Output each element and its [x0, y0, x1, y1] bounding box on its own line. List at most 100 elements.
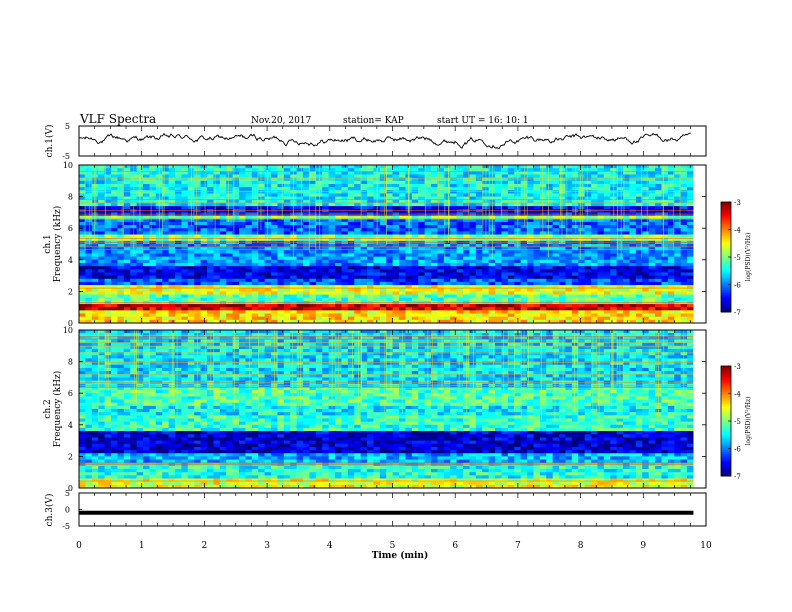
spectrogram-cell: [392, 278, 400, 283]
spectrogram-cell: [559, 307, 566, 311]
spectrogram-cell: [296, 269, 304, 273]
spectrogram-cell: [251, 199, 259, 204]
spectrogram-cell: [559, 199, 566, 204]
spectrogram-cell: [578, 313, 586, 318]
spectrogram-cell: [213, 319, 221, 324]
spectrogram-cell: [539, 256, 547, 261]
spectrogram-cell: [399, 307, 406, 311]
spectrogram-cell: [91, 177, 99, 182]
sferic-streak: [95, 165, 97, 225]
spectrogram-cell: [616, 221, 624, 226]
spectrogram-cell: [424, 209, 432, 213]
spectrogram-cell: [207, 256, 214, 261]
spectrogram-cell: [533, 269, 541, 273]
spectrogram-cell: [495, 316, 502, 321]
spectrogram-cell: [251, 330, 259, 334]
spectrogram-cell: [610, 269, 618, 273]
spectrogram-cell: [674, 278, 682, 283]
spectrogram-cell: [623, 244, 630, 248]
spectrogram-cell: [475, 304, 483, 308]
spectrogram-cell: [674, 206, 682, 210]
spectral-line: [79, 302, 694, 304]
sferic-streak: [448, 165, 449, 243]
spectrogram-cell: [315, 297, 323, 302]
spectrogram-cell: [437, 225, 445, 229]
spectrogram-cell: [424, 196, 432, 201]
spectrogram-cell: [194, 202, 202, 207]
spectrogram-cell: [162, 250, 170, 254]
spectrogram-cell: [251, 288, 259, 292]
spectrogram-cell: [565, 228, 573, 232]
spectrogram-cell: [162, 313, 170, 318]
spectrogram-cell: [290, 304, 298, 308]
spectrogram-cell: [527, 275, 534, 280]
spectrogram-cell: [277, 262, 285, 267]
spectrogram-cell: [623, 218, 630, 223]
spectrogram-cell: [559, 316, 566, 321]
spectrogram-cell: [309, 174, 317, 179]
spectrogram-cell: [194, 256, 202, 261]
spectrogram-cell: [354, 304, 362, 308]
spectrogram-cell: [520, 165, 528, 169]
spectrogram-cell: [597, 281, 605, 286]
spectrogram-cell: [623, 316, 630, 321]
spectrogram-cell: [411, 250, 419, 254]
spectrogram-cell: [655, 174, 662, 179]
spectrogram-cell: [328, 297, 336, 302]
spectrogram-cell: [450, 259, 458, 264]
spectrogram-cell: [315, 259, 323, 264]
spectrogram-cell: [251, 319, 259, 324]
spectrogram-cell: [546, 180, 554, 185]
spectrogram-cell: [603, 199, 611, 204]
spectrogram-cell: [507, 304, 515, 308]
spectrogram-cell: [386, 262, 394, 267]
spectrogram-cell: [405, 310, 413, 314]
spectrogram-cell: [264, 330, 272, 334]
spectrogram-cell: [680, 288, 688, 292]
spectrogram-cell: [610, 256, 618, 261]
spectrogram-cell: [533, 259, 541, 264]
spectrogram-cell: [296, 209, 304, 213]
spectrogram-cell: [111, 202, 118, 207]
spectrogram-cell: [488, 199, 496, 204]
spectrogram-cell: [181, 294, 189, 299]
spectrogram-cell: [187, 307, 195, 311]
spectrogram-cell: [143, 244, 150, 248]
spectrogram-cell: [495, 304, 502, 308]
spectrogram-cell: [149, 307, 157, 311]
spectrogram-cell: [85, 228, 93, 232]
spectrogram-cell: [341, 177, 349, 182]
spectrogram-cell: [450, 291, 458, 295]
spectrogram-cell: [373, 281, 381, 286]
spectrogram-cell: [85, 256, 93, 261]
spectrogram-cell: [283, 171, 291, 175]
spectrogram-cell: [520, 278, 528, 283]
spectrogram-cell: [597, 171, 605, 175]
spectrogram-cell: [360, 278, 368, 283]
spectrogram-cell: [277, 316, 285, 321]
spectrogram-cell: [239, 285, 246, 289]
spectrogram-cell: [405, 266, 413, 270]
spectrogram-cell: [507, 281, 515, 286]
spectrogram-cell: [463, 206, 470, 210]
spectrogram-cell: [271, 294, 278, 299]
spectrogram-cell: [527, 294, 534, 299]
spectrogram-cell: [303, 272, 310, 276]
spectrogram-cell: [680, 228, 688, 232]
spectrogram-cell: [539, 180, 547, 185]
spectrogram-cell: [322, 177, 330, 182]
spectrogram-cell: [591, 231, 598, 235]
spectrogram-cell: [277, 297, 285, 302]
spectrogram-cell: [85, 272, 93, 276]
spectrogram-cell: [578, 171, 586, 175]
spectrogram-cell: [136, 250, 144, 254]
spectrogram-cell: [258, 262, 266, 267]
spectrogram-cell: [648, 165, 656, 169]
spectrogram-cell: [527, 256, 534, 261]
spectrogram-cell: [347, 288, 355, 292]
spectrogram-cell: [437, 180, 445, 185]
spectrogram-cell: [642, 256, 650, 261]
spectrogram-cell: [85, 307, 93, 311]
spectrogram-cell: [315, 262, 323, 267]
spectrogram-cell: [219, 275, 227, 280]
